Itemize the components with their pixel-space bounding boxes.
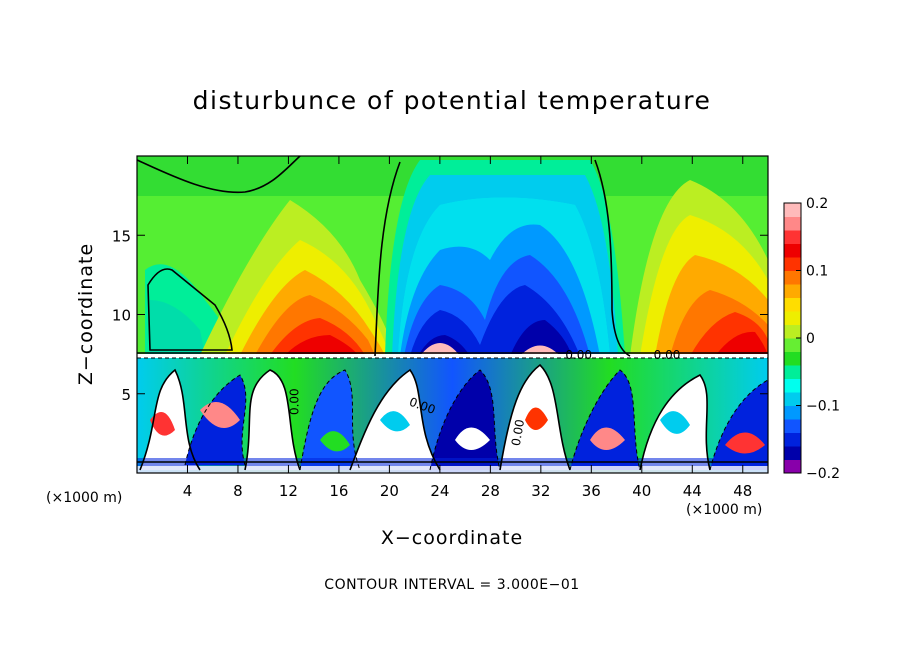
- x-tick-label: 32: [531, 482, 550, 500]
- colorbar-tick-label: 0.2: [806, 196, 828, 212]
- contour-label: 0.00: [509, 418, 527, 447]
- y-tick-label: 5: [121, 386, 131, 404]
- contour-interval-label: CONTOUR INTERVAL = 3.000E−01: [324, 577, 580, 593]
- colorbar-swatch: [784, 351, 801, 366]
- colorbar-swatch: [784, 459, 801, 474]
- colorbar-swatch: [784, 405, 801, 420]
- contour-label: 0.00: [654, 348, 681, 362]
- x-tick-label: 40: [632, 482, 651, 500]
- x-unit-label: (×1000 m): [686, 502, 763, 518]
- contour-label: 0.00: [288, 388, 302, 415]
- colorbar-tick-label: −0.2: [806, 466, 840, 482]
- x-tick-label: 8: [233, 482, 243, 500]
- colorbar-swatch: [784, 230, 801, 244]
- colorbar-swatch: [784, 378, 801, 393]
- x-tick-label: 28: [481, 482, 500, 500]
- x-tick-label: 16: [329, 482, 348, 500]
- y-tick-label: 15: [112, 227, 131, 245]
- x-tick-label: 36: [582, 482, 601, 500]
- colorbar-swatch: [784, 203, 801, 217]
- x-axis-label: X−coordinate: [380, 527, 524, 549]
- colorbar-tick-label: 0.1: [806, 264, 828, 280]
- chart-title: disturbunce of potential temperature: [192, 86, 712, 115]
- contour-label: 0.00: [565, 348, 592, 362]
- colorbar-swatch: [784, 432, 801, 447]
- colorbar-swatch: [784, 257, 801, 271]
- colorbar-tick-label: 0: [806, 331, 815, 347]
- x-tick-label: 24: [430, 482, 449, 500]
- colorbar-swatch: [784, 297, 801, 312]
- colorbar-swatch: [784, 446, 801, 460]
- x-tick-label: 12: [279, 482, 298, 500]
- colorbar-swatch: [784, 311, 801, 325]
- y-unit-label: (×1000 m): [46, 490, 123, 506]
- colorbar-swatch: [784, 419, 801, 433]
- colorbar-swatch: [784, 284, 801, 298]
- x-tick-label: 44: [683, 482, 702, 500]
- x-tick-label: 4: [183, 482, 193, 500]
- colorbar-swatch: [784, 324, 801, 339]
- colorbar-swatch: [784, 365, 801, 379]
- x-tick-label: 48: [733, 482, 752, 500]
- y-tick-label: 10: [112, 307, 131, 325]
- colorbar-swatch: [784, 216, 801, 231]
- heatmap-field: [137, 156, 768, 473]
- colorbar: 0.2 0.1 0 −0.1 −0.2: [783, 196, 840, 482]
- x-tick-label: 20: [380, 482, 399, 500]
- colorbar-swatch: [784, 270, 801, 285]
- colorbar-tick-label: −0.1: [806, 399, 840, 415]
- colorbar-swatch: [784, 338, 801, 352]
- colorbar-swatch: [784, 392, 801, 406]
- colorbar-swatch: [784, 243, 801, 258]
